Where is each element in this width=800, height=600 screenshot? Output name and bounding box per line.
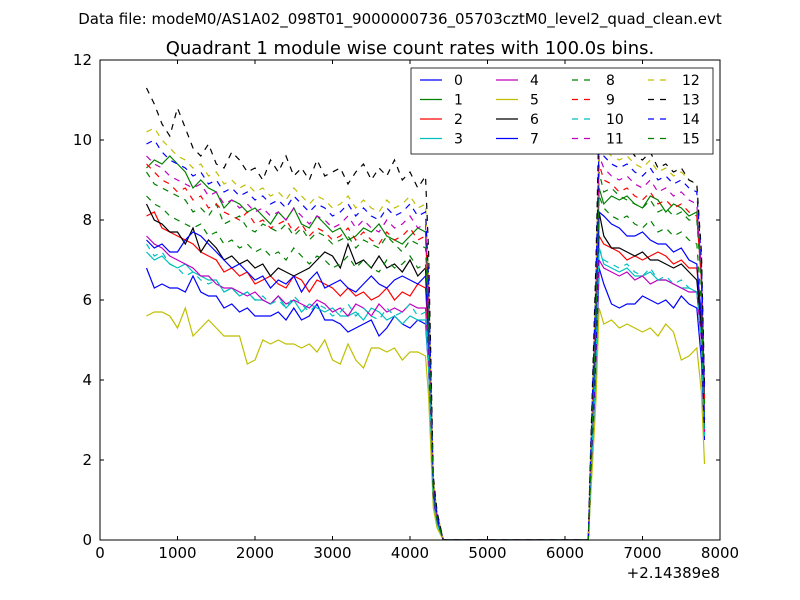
series-line-5: [146, 306, 706, 540]
legend-label: 13: [682, 93, 700, 109]
x-tick-label: 4000: [391, 544, 429, 562]
legend-label: 2: [454, 112, 463, 128]
series-line-15: [146, 195, 706, 540]
legend-label: 14: [682, 112, 700, 128]
x-tick-label: 2000: [236, 544, 274, 562]
legend-label: 10: [606, 112, 624, 128]
x-tick-label: 6000: [546, 544, 584, 562]
legend-label: 5: [530, 93, 539, 109]
series-line-9: [146, 163, 706, 540]
legend-label: 12: [682, 73, 700, 89]
series-line-10: [145, 243, 706, 540]
x-offset-label: +2.14389e8: [627, 564, 720, 582]
series-line-11: [146, 155, 706, 540]
series-line-8: [145, 171, 706, 540]
y-tick-label: 6: [82, 291, 92, 309]
x-tick-label: 7000: [623, 544, 661, 562]
legend-frame: [410, 67, 714, 155]
suptitle: Data file: modeM0/AS1A02_098T01_90000007…: [78, 10, 722, 29]
legend-label: 3: [454, 132, 463, 148]
legend-label: 9: [606, 93, 615, 109]
y-tick-label: 12: [73, 51, 92, 69]
x-tick-label: 0: [95, 544, 105, 562]
series-line-4: [146, 235, 706, 540]
x-tick-label: 8000: [701, 544, 739, 562]
y-tick-label: 0: [82, 531, 92, 549]
legend-label: 15: [682, 132, 700, 148]
series-line-7: [146, 210, 706, 540]
series-line-14: [146, 139, 706, 540]
series-line-0: [145, 267, 706, 540]
axis-ticks: 0 1000 2000 3000 4000 5000 6000 7000 80000246810…: [73, 51, 739, 562]
y-tick-label: 8: [82, 211, 92, 229]
x-tick-label: 5000: [468, 544, 506, 562]
chart-title: Quadrant 1 module wise count rates with …: [166, 38, 655, 59]
legend-label: 1: [454, 93, 463, 109]
legend-label: 4: [530, 73, 539, 89]
legend-label: 6: [530, 112, 539, 128]
legend-label: 8: [606, 73, 615, 89]
legend-label: 7: [530, 132, 539, 148]
legend-label: 0: [454, 73, 463, 89]
plot-area: 0 1000 2000 3000 4000 5000 6000 7000 80000246810…: [73, 51, 739, 562]
y-tick-label: 10: [73, 131, 92, 149]
legend-label: 11: [606, 132, 624, 148]
series-line-13: [145, 87, 706, 540]
series-group: [145, 87, 706, 540]
series-line-2: [146, 211, 706, 540]
series-line-12: [146, 127, 706, 540]
y-tick-label: 2: [82, 451, 92, 469]
x-tick-label: 1000: [158, 544, 196, 562]
y-tick-label: 4: [82, 371, 92, 389]
x-tick-label: 3000: [313, 544, 351, 562]
